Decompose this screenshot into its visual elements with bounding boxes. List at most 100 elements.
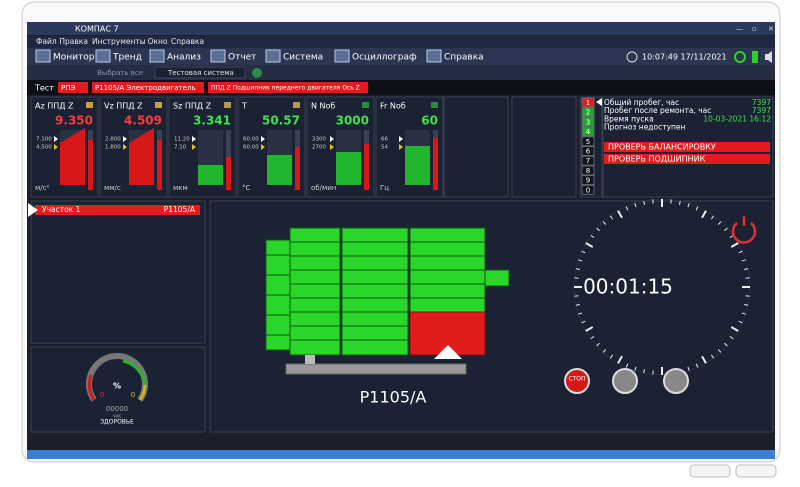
- toolbar-icon[interactable]: [96, 50, 110, 62]
- window-control[interactable]: ✕: [768, 25, 774, 33]
- gauge-side-fill: [226, 157, 231, 190]
- toolbar-button[interactable]: Монитор: [53, 53, 95, 63]
- gauge-icon: [362, 102, 369, 108]
- gauge-value: 50.57: [262, 114, 300, 128]
- health-left: 0: [100, 391, 104, 399]
- gauge-value: 3000: [336, 114, 369, 128]
- toolbar-button[interactable]: Тренд: [112, 53, 142, 63]
- indicator-number: 5: [586, 138, 590, 146]
- toolbar-button[interactable]: Система: [283, 53, 323, 63]
- gauge-level: 11.20: [174, 137, 190, 143]
- motor-shaft: [485, 270, 509, 286]
- control-button[interactable]: [613, 369, 637, 393]
- indicator-number: 8: [586, 167, 590, 175]
- health-label: ЗДОРОВЬЕ: [100, 419, 134, 426]
- gauge-icon: [431, 102, 438, 108]
- gauge-side-fill: [364, 144, 369, 190]
- machine-label: P1105/A: [360, 388, 427, 407]
- motor-base: [286, 364, 466, 374]
- panel: [512, 97, 576, 197]
- gauge-side-fill: [88, 140, 93, 190]
- gauge-icon: [224, 102, 231, 108]
- refresh-button[interactable]: [252, 68, 262, 78]
- battery-icon: [752, 51, 758, 63]
- motor-section: [342, 228, 408, 355]
- gauge-icon: [293, 102, 300, 108]
- gauge-unit: мм/с: [104, 184, 121, 192]
- toolbar-button[interactable]: Анализ: [167, 53, 201, 63]
- section-unit: P1105/A: [164, 205, 196, 214]
- toolbar-icon[interactable]: [266, 50, 280, 62]
- menu-item[interactable]: Файл: [36, 37, 57, 46]
- gauge-unit: мкм: [173, 184, 188, 192]
- toolbar-icon[interactable]: [335, 50, 349, 62]
- gauge-level: 60.00: [243, 137, 259, 143]
- toolbar-icon[interactable]: [36, 50, 50, 62]
- gauge-icon: [86, 102, 93, 108]
- toolbar-icon[interactable]: [211, 50, 225, 62]
- menu-item[interactable]: Окно: [148, 37, 168, 46]
- gauge-name: N Nоб: [311, 102, 335, 111]
- gauge-side-fill: [433, 138, 438, 190]
- window-control[interactable]: —: [736, 25, 743, 33]
- gauge-name: Fr Nоб: [380, 102, 406, 111]
- gauge-level: 54: [381, 145, 388, 151]
- gauge-fill: [336, 152, 361, 185]
- panel: [31, 201, 205, 343]
- toolbar-button[interactable]: Осциллограф: [352, 53, 417, 63]
- menu-item[interactable]: Правка: [59, 37, 88, 46]
- indicator-number: 4: [586, 128, 591, 136]
- indicator-number: 2: [586, 109, 590, 117]
- info-value: 10-03-2021 16:12: [703, 114, 771, 123]
- stop-label: СТОП: [568, 376, 585, 383]
- status-bar: [27, 450, 775, 459]
- menu-item[interactable]: Справка: [171, 37, 204, 46]
- motor-section: [290, 228, 340, 355]
- test-tag-label: P1105/A Электродвигатель: [95, 84, 196, 92]
- gauge-level: 4.500: [36, 145, 52, 151]
- info-label: Прогноз недоступен: [604, 123, 686, 132]
- title-bar: [27, 22, 775, 35]
- toolbar-button[interactable]: Справка: [444, 53, 484, 63]
- gauge-side-fill: [157, 140, 162, 190]
- datetime: 10:07:49 17/11/2021: [642, 53, 727, 62]
- gauge-value: 4.509: [124, 114, 162, 128]
- gauge-name: Vz ППД Z: [104, 102, 143, 111]
- panel: [444, 97, 508, 197]
- toolbar-button[interactable]: Отчет: [228, 53, 256, 63]
- window-title: КОМПАС 7: [75, 25, 119, 34]
- gauge-fill: [198, 165, 223, 185]
- gauge-level: 1.800: [105, 145, 121, 151]
- window-control[interactable]: ▫: [752, 25, 757, 33]
- select-all-button: Выбрать все: [97, 69, 143, 77]
- control-button[interactable]: [664, 369, 688, 393]
- gauge-name: Sz ППД Z: [173, 102, 212, 111]
- gauge-level: 7.100: [36, 137, 52, 143]
- indicator-number: 7: [586, 157, 590, 165]
- gauge-unit: Гц: [380, 184, 389, 192]
- test-label: Тест: [34, 84, 54, 93]
- gauge-fill: [267, 155, 292, 185]
- timer: 00:01:15: [583, 275, 673, 299]
- health-right: 0: [131, 391, 135, 399]
- gauge-icon: [155, 102, 162, 108]
- gauge-level: 60.00: [243, 145, 259, 151]
- system-select-label: Тестовая система: [167, 69, 234, 77]
- test-tag-label: ППД Z Подшипник переднего двигателя Ось …: [211, 85, 360, 92]
- gauge-unit: м/с²: [35, 184, 49, 192]
- toolbar-icon[interactable]: [150, 50, 164, 62]
- gauge-level: 3300: [312, 137, 326, 143]
- motor-foot: [305, 355, 315, 364]
- indicator-number: 1: [586, 99, 590, 107]
- gauge-level: 7.10: [174, 145, 187, 151]
- gauge-level: 2.800: [105, 137, 121, 143]
- gauge-unit: °C: [242, 184, 251, 192]
- section-name: Участок 1: [42, 205, 81, 214]
- indicator-number: 0: [586, 186, 590, 194]
- gauge-value: 3.341: [193, 114, 231, 128]
- health-hours: 00000: [106, 405, 128, 413]
- toolbar-icon[interactable]: [427, 50, 441, 62]
- menu-item[interactable]: Инструменты: [92, 37, 146, 46]
- gauge-level: 66: [381, 137, 388, 143]
